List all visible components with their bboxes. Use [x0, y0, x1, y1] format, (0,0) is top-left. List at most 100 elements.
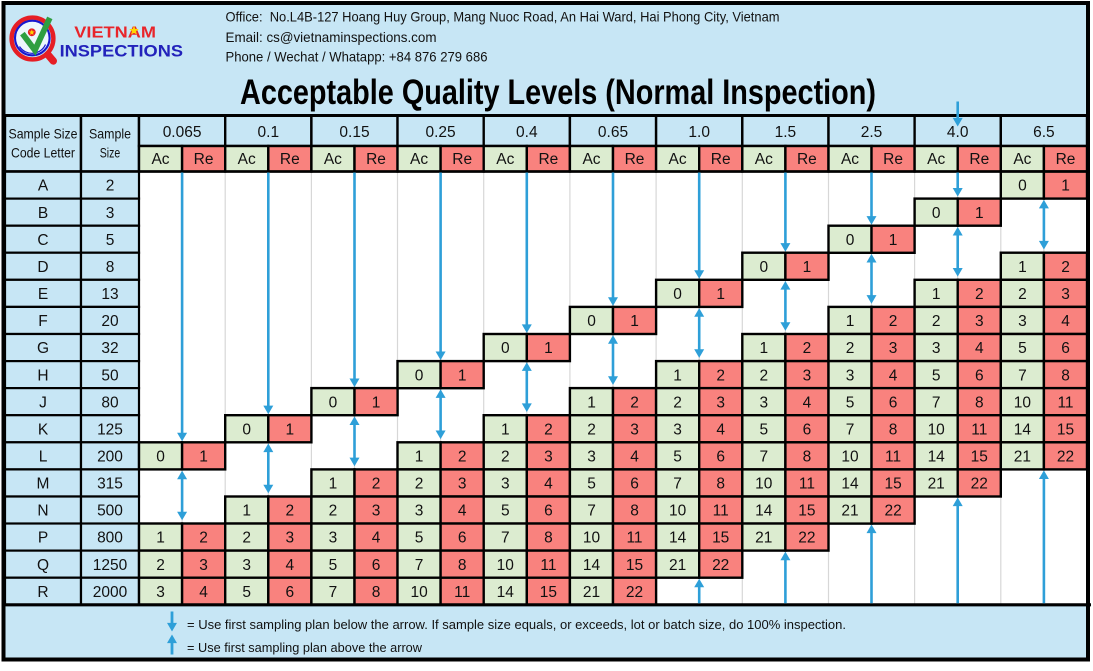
- svg-text:8: 8: [889, 421, 898, 438]
- svg-text:4.0: 4.0: [947, 124, 969, 141]
- svg-text:3: 3: [1061, 286, 1070, 303]
- svg-text:11: 11: [540, 557, 556, 574]
- svg-text:1: 1: [1018, 259, 1027, 276]
- svg-text:Ac: Ac: [410, 151, 428, 168]
- svg-text:3: 3: [544, 449, 553, 466]
- svg-text:11: 11: [1057, 394, 1073, 411]
- svg-text:2: 2: [199, 530, 208, 547]
- svg-text:80: 80: [101, 394, 119, 411]
- svg-text:5: 5: [415, 530, 424, 547]
- svg-text:6: 6: [1061, 340, 1070, 357]
- svg-text:2: 2: [759, 367, 768, 384]
- svg-text:2: 2: [329, 503, 338, 520]
- svg-text:0.1: 0.1: [258, 124, 280, 141]
- svg-text:2: 2: [242, 530, 251, 547]
- svg-text:3: 3: [759, 394, 768, 411]
- svg-text:4: 4: [975, 340, 984, 357]
- svg-text:6: 6: [372, 557, 381, 574]
- svg-text:2: 2: [1061, 259, 1070, 276]
- svg-text:6: 6: [630, 476, 639, 493]
- svg-text:21: 21: [669, 557, 686, 574]
- svg-text:21: 21: [583, 584, 600, 601]
- svg-text:1: 1: [1061, 178, 1070, 195]
- svg-text:3: 3: [458, 476, 467, 493]
- svg-text:6: 6: [716, 449, 725, 466]
- svg-text:Re: Re: [452, 151, 472, 168]
- svg-text:11: 11: [799, 476, 815, 493]
- svg-text:10: 10: [410, 584, 428, 601]
- svg-text:0.4: 0.4: [516, 124, 538, 141]
- svg-text:8: 8: [544, 530, 553, 547]
- svg-text:5: 5: [1018, 340, 1027, 357]
- svg-text:Q: Q: [37, 557, 49, 574]
- svg-text:1: 1: [975, 205, 984, 222]
- svg-text:10: 10: [928, 421, 946, 438]
- svg-text:0.25: 0.25: [426, 124, 456, 141]
- svg-text:7: 7: [415, 557, 424, 574]
- svg-text:VIETNAM: VIETNAM: [74, 25, 156, 42]
- svg-text:1: 1: [803, 259, 812, 276]
- svg-text:7: 7: [846, 421, 855, 438]
- svg-text:10: 10: [497, 557, 515, 574]
- svg-text:0: 0: [501, 340, 510, 357]
- svg-text:4: 4: [372, 530, 381, 547]
- svg-text:2: 2: [889, 313, 898, 330]
- svg-text:5: 5: [242, 584, 251, 601]
- svg-text:0: 0: [673, 286, 682, 303]
- svg-text:2: 2: [630, 394, 639, 411]
- svg-text:Email: cs@vietnaminspections.c: Email: cs@vietnaminspections.com: [226, 29, 437, 45]
- svg-text:1: 1: [415, 449, 424, 466]
- svg-text:G: G: [37, 340, 49, 357]
- svg-text:2: 2: [716, 367, 725, 384]
- svg-text:14: 14: [928, 449, 946, 466]
- svg-text:B: B: [38, 205, 48, 222]
- svg-text:0: 0: [759, 259, 768, 276]
- svg-text:15: 15: [540, 584, 557, 601]
- svg-text:7: 7: [501, 530, 510, 547]
- svg-text:5: 5: [501, 503, 510, 520]
- svg-text:0.065: 0.065: [163, 124, 202, 141]
- svg-text:7: 7: [587, 503, 596, 520]
- svg-text:Ac: Ac: [582, 151, 600, 168]
- svg-text:3: 3: [673, 421, 682, 438]
- svg-text:14: 14: [755, 503, 773, 520]
- svg-text:1: 1: [329, 476, 338, 493]
- svg-text:2: 2: [458, 449, 467, 466]
- svg-text:C: C: [37, 232, 48, 249]
- svg-text:3: 3: [630, 421, 639, 438]
- svg-text:Re: Re: [194, 151, 214, 168]
- svg-text:11: 11: [626, 530, 642, 547]
- svg-text:7: 7: [329, 584, 338, 601]
- svg-text:1: 1: [156, 530, 165, 547]
- svg-text:22: 22: [971, 476, 988, 493]
- svg-text:2: 2: [372, 476, 381, 493]
- svg-text:5: 5: [932, 367, 941, 384]
- svg-text:3: 3: [889, 340, 898, 357]
- svg-text:2.5: 2.5: [861, 124, 883, 141]
- svg-text:Sample Size: Sample Size: [9, 125, 78, 141]
- svg-text:125: 125: [97, 421, 123, 438]
- svg-text:5: 5: [106, 232, 115, 249]
- svg-text:Ac: Ac: [927, 151, 945, 168]
- svg-text:2: 2: [587, 421, 596, 438]
- svg-text:14: 14: [841, 476, 859, 493]
- svg-text:Re: Re: [625, 151, 645, 168]
- svg-text:8: 8: [458, 557, 467, 574]
- svg-text:3: 3: [329, 530, 338, 547]
- svg-text:3: 3: [242, 557, 251, 574]
- svg-text:INSPECTIONS: INSPECTIONS: [60, 43, 183, 61]
- svg-text:3: 3: [285, 530, 294, 547]
- svg-text:Sample: Sample: [89, 125, 131, 141]
- svg-text:5: 5: [673, 449, 682, 466]
- svg-text:2000: 2000: [93, 584, 128, 601]
- svg-text:1: 1: [846, 313, 855, 330]
- svg-text:0: 0: [329, 394, 338, 411]
- svg-text:1: 1: [544, 340, 553, 357]
- svg-text:2: 2: [932, 313, 941, 330]
- svg-text:2: 2: [975, 286, 984, 303]
- svg-text:1: 1: [587, 394, 596, 411]
- svg-text:11: 11: [454, 584, 470, 601]
- svg-text:22: 22: [712, 557, 729, 574]
- svg-text:15: 15: [971, 449, 988, 466]
- svg-text:1.5: 1.5: [775, 124, 797, 141]
